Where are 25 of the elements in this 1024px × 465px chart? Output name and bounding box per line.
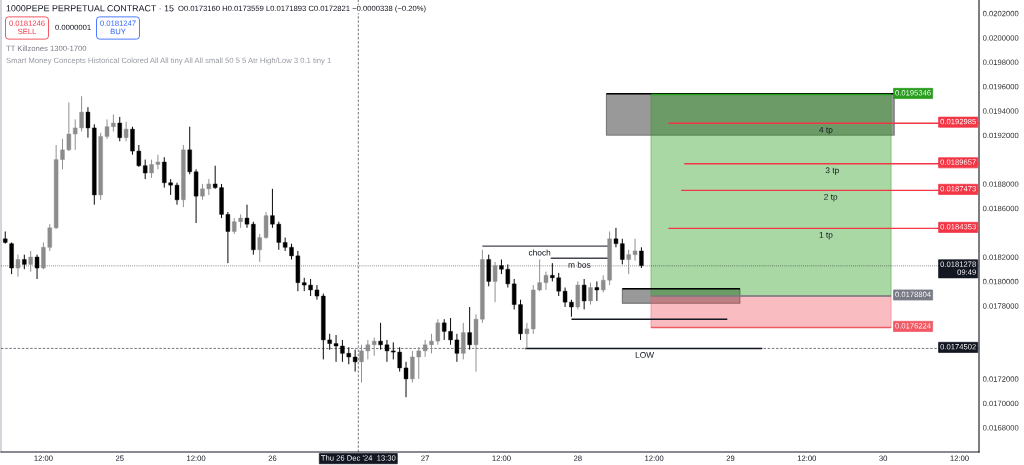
candlestick <box>352 349 358 373</box>
candlestick <box>467 306 472 351</box>
annotation: 2 tp <box>824 193 838 202</box>
candlestick <box>492 261 498 303</box>
candlestick <box>117 116 122 142</box>
candlestick <box>28 250 33 273</box>
annotation: 1 tp <box>819 232 833 240</box>
annotation: 4 tp <box>819 126 833 135</box>
candlestick <box>461 322 466 360</box>
annotation: 3 tp <box>825 167 839 175</box>
chart-title: 1000PEPE PERPETUAL CONTRACT · 15 <box>6 5 174 12</box>
candlestick <box>594 280 600 302</box>
candlestick <box>486 254 491 287</box>
candlestick <box>34 254 40 280</box>
annotation: LOW <box>635 352 655 358</box>
candlestick <box>639 246 644 269</box>
candlestick <box>575 280 580 310</box>
candlestick <box>123 121 129 142</box>
candlestick <box>15 254 21 278</box>
candlestick <box>581 278 587 310</box>
annotation: choch <box>528 249 551 256</box>
annotation: m bos <box>568 261 591 268</box>
candlestick <box>588 282 593 306</box>
candlestick <box>143 159 148 180</box>
candlestick <box>372 336 377 357</box>
